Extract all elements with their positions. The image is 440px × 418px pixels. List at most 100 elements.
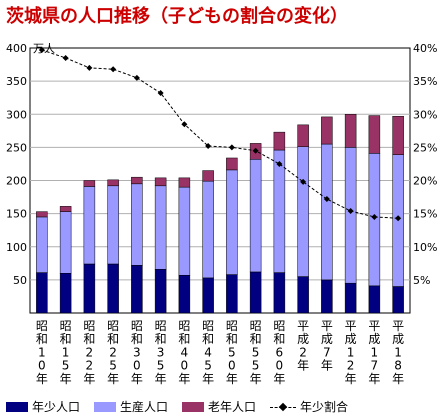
x-tick-label: 平成 2 年 bbox=[297, 319, 309, 373]
legend-swatch-working bbox=[94, 401, 117, 412]
bar-elderly bbox=[392, 115, 404, 155]
legend-item-elderly: 老年人口 bbox=[182, 398, 256, 415]
right-tick-label: 30% bbox=[413, 108, 437, 121]
x-tick-label: 昭和 1 0 年 bbox=[36, 319, 48, 386]
left-tick-label: 200 bbox=[6, 175, 27, 188]
ratio-point bbox=[86, 64, 93, 71]
ratio-point bbox=[157, 90, 164, 97]
bar-young bbox=[154, 269, 167, 314]
bar-elderly bbox=[154, 177, 167, 187]
x-tick-label: 平成 7 年 bbox=[321, 319, 333, 373]
left-tick-label: 100 bbox=[6, 241, 27, 254]
bar-working bbox=[297, 146, 309, 277]
bar-elderly bbox=[273, 131, 286, 151]
ratio-point bbox=[205, 143, 212, 150]
bar-elderly bbox=[297, 124, 309, 147]
left-tick-label: 300 bbox=[6, 108, 27, 121]
left-tick-label: 350 bbox=[6, 75, 27, 88]
bar-young bbox=[368, 285, 381, 314]
right-tick-label: 20% bbox=[413, 175, 437, 188]
bar-young bbox=[297, 276, 309, 314]
bar-working bbox=[344, 147, 357, 284]
x-tick-label: 昭和 6 0 年 bbox=[273, 319, 285, 386]
right-tick-label: 25% bbox=[413, 141, 437, 154]
bar-working bbox=[226, 169, 238, 275]
bar-working bbox=[107, 185, 119, 265]
bar-elderly bbox=[344, 114, 357, 148]
legend-item-working: 生産人口 bbox=[94, 398, 168, 415]
ratio-point bbox=[110, 66, 117, 73]
x-tick-label: 昭和 3 0 年 bbox=[131, 319, 143, 386]
x-tick-label: 昭和 4 5 年 bbox=[202, 319, 214, 386]
x-axis-labels: 昭和 1 0 年昭和 1 5 年昭和 2 2 年昭和 2 5 年昭和 3 0 年昭和 3 5 年昭和 4 0 年昭和 4 5 年… bbox=[36, 319, 404, 386]
x-tick-label: 平成 1 2 年 bbox=[345, 319, 357, 386]
bar-working bbox=[321, 143, 333, 281]
bar-elderly bbox=[59, 206, 72, 212]
ratio-point bbox=[276, 160, 283, 167]
bar-young bbox=[36, 272, 48, 314]
legend-label-elderly: 老年人口 bbox=[208, 400, 257, 414]
right-tick-label: 35% bbox=[413, 75, 437, 88]
bar-young bbox=[131, 265, 143, 314]
left-axis-ticks: 50 100 150 200 250 300 350 400 bbox=[6, 42, 27, 287]
ratio-point bbox=[62, 54, 69, 61]
bar-elderly bbox=[368, 115, 381, 154]
left-tick-label: 250 bbox=[6, 141, 27, 154]
left-tick-label: 400 bbox=[6, 42, 27, 55]
x-tick-label: 昭和 4 0 年 bbox=[178, 319, 190, 386]
bar-working bbox=[249, 159, 262, 273]
bar-elderly bbox=[226, 157, 238, 171]
x-tick-label: 昭和 2 2 年 bbox=[83, 319, 95, 386]
bar-elderly bbox=[83, 180, 96, 187]
right-tick-label: 5% bbox=[413, 274, 430, 287]
legend-line-ratio bbox=[270, 402, 297, 412]
right-axis-ticks: 5% 10% 15% 20% 25% 30% 35% 40% bbox=[413, 42, 437, 287]
x-tick-label: 昭和 5 5 年 bbox=[250, 319, 262, 386]
bar-young bbox=[392, 286, 404, 314]
x-tick-label: 平成 1 7 年 bbox=[368, 319, 380, 386]
bar-elderly bbox=[107, 179, 119, 187]
bar-working bbox=[178, 186, 191, 276]
bar-young bbox=[59, 273, 72, 314]
legend-item-ratio: 年少割合 bbox=[270, 398, 348, 415]
legend-swatch-young bbox=[6, 401, 28, 412]
x-tick-label: 昭和 5 0 年 bbox=[226, 319, 238, 386]
ratio-polyline bbox=[41, 49, 399, 219]
bar-young bbox=[226, 274, 238, 314]
bar-elderly bbox=[131, 176, 143, 185]
ratio-point bbox=[133, 74, 140, 81]
left-tick-label: 50 bbox=[13, 274, 27, 287]
legend-label-working: 生産人口 bbox=[120, 400, 169, 414]
y-unit-label: 万人 bbox=[33, 42, 55, 55]
x-tick-label: 昭和 1 5 年 bbox=[60, 319, 72, 386]
ratio-point bbox=[181, 121, 188, 128]
ratio-point bbox=[300, 178, 307, 185]
bar-working bbox=[202, 180, 214, 279]
ratio-point bbox=[395, 215, 402, 222]
bar-young bbox=[273, 272, 286, 314]
bar-working bbox=[154, 185, 167, 270]
left-tick-label: 150 bbox=[6, 208, 27, 221]
bar-working bbox=[83, 186, 96, 265]
legend-label-ratio: 年少割合 bbox=[300, 400, 349, 414]
x-tick-label: 昭和 2 5 年 bbox=[107, 319, 119, 386]
bar-working bbox=[59, 211, 72, 274]
bar-working bbox=[131, 183, 143, 266]
bar-young bbox=[107, 263, 119, 314]
ratio-point bbox=[228, 144, 235, 151]
ratio-point bbox=[323, 196, 330, 203]
ratio-point bbox=[38, 46, 45, 53]
bar-young bbox=[83, 263, 96, 314]
x-tick-label: 平成 1 8 年 bbox=[392, 319, 404, 386]
bar-young bbox=[249, 271, 262, 314]
legend: 年少人口 生産人口 老年人口 年少割合 bbox=[6, 398, 362, 415]
bar-elderly bbox=[178, 177, 191, 188]
legend-swatch-elderly bbox=[182, 401, 205, 412]
bar-elderly bbox=[321, 116, 333, 145]
bar-elderly bbox=[36, 211, 48, 218]
bar-elderly bbox=[202, 170, 214, 182]
bar-working bbox=[36, 216, 48, 273]
right-tick-label: 15% bbox=[413, 208, 437, 221]
bar-young bbox=[321, 279, 333, 314]
